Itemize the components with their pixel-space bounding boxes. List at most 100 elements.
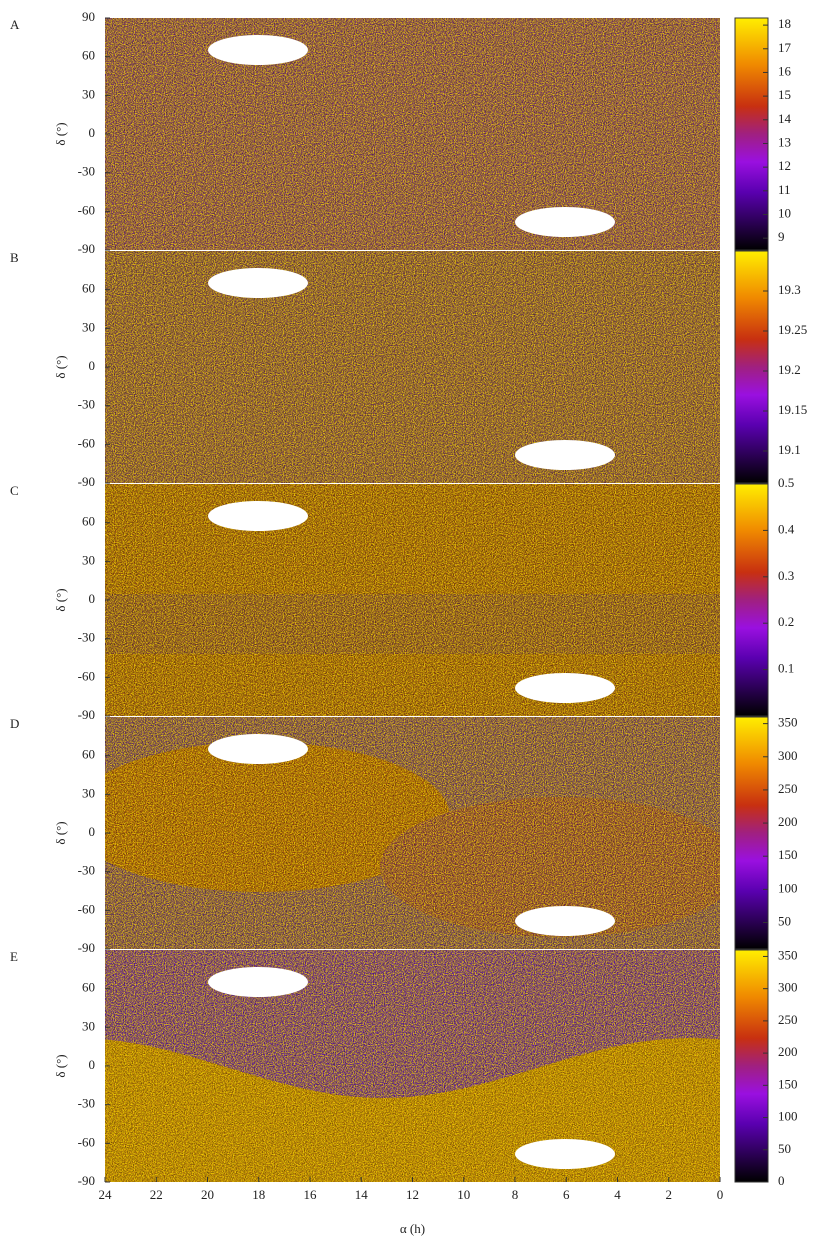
colorbar: [734, 483, 769, 717]
x-tick-label: 4: [614, 1187, 621, 1202]
x-tick-label: 18: [252, 1187, 265, 1202]
y-tick-label: 30: [82, 552, 95, 567]
colorbar-tick-label: 0.5: [778, 475, 794, 490]
x-tick-label: 14: [355, 1187, 369, 1202]
y-tick-label: 0: [89, 824, 96, 839]
y-tick-label: -60: [78, 435, 95, 450]
y-tick-label: -60: [78, 668, 95, 683]
y-tick-label: 60: [82, 48, 95, 63]
masked-region: [515, 1139, 615, 1169]
colorbar-tick-label: 13: [778, 134, 791, 149]
y-tick-label: 60: [82, 980, 95, 995]
colorbar-tick-label: 10: [778, 205, 791, 220]
y-tick-label: -60: [78, 901, 95, 916]
y-tick-label: -30: [78, 863, 95, 878]
speckle-bright: [105, 717, 720, 949]
y-axis-label: δ (°): [53, 821, 68, 844]
colorbar-tick-label: 0.2: [778, 614, 794, 629]
masked-region: [208, 501, 308, 531]
y-tick-label: -30: [78, 1096, 95, 1111]
y-tick-label: 0: [89, 125, 96, 140]
x-tick-label: 12: [406, 1187, 419, 1202]
y-tick-label: 60: [82, 747, 95, 762]
colorbar-tick-label: 12: [778, 158, 791, 173]
x-tick-label: 16: [304, 1187, 318, 1202]
colorbar-tick-label: 100: [778, 880, 798, 895]
plot-area: [105, 484, 720, 716]
colorbar-tick-label: 9: [778, 229, 785, 244]
y-tick-label: -60: [78, 202, 95, 217]
y-tick-label: -90: [78, 707, 95, 722]
colorbar: [734, 17, 769, 251]
colorbar-tick-label: 19.25: [778, 322, 807, 337]
y-tick-label: -30: [78, 397, 95, 412]
y-tick-label: 0: [89, 358, 96, 373]
colorbar-tick-label: 19.15: [778, 402, 807, 417]
masked-region: [208, 734, 308, 764]
colorbar: [734, 949, 769, 1183]
speckle-bright: [105, 251, 720, 483]
colorbar-tick-label: 19.1: [778, 442, 801, 457]
colorbar-tick-label: 0.1: [778, 661, 794, 676]
masked-region: [515, 207, 615, 237]
y-tick-label: 90: [82, 9, 95, 24]
colorbar-tick-label: 200: [778, 814, 798, 829]
masked-region: [515, 440, 615, 470]
y-tick-label: -60: [78, 1134, 95, 1149]
y-axis-label: δ (°): [53, 588, 68, 611]
colorbar-tick-label: 350: [778, 947, 798, 962]
y-tick-label: 0: [89, 1057, 96, 1072]
colorbar-tick-label: 150: [778, 847, 798, 862]
colorbar: [734, 716, 769, 950]
x-tick-label: 22: [150, 1187, 163, 1202]
panel: Bδ (°) 60 30 0 -30 -60 -90 19.1 19.15 19.2 19.25 19…: [10, 250, 807, 489]
y-tick-label: 60: [82, 514, 95, 529]
colorbar-tick-label: 150: [778, 1076, 798, 1091]
plot-area: [105, 950, 720, 1182]
panel: Cδ (°) 60 30 0 -30 -60 -90 0.1 0.2 0.3 0.4 0.5: [10, 475, 795, 722]
speckle-bright: [105, 950, 720, 1182]
panel-label: D: [10, 716, 19, 731]
colorbar-tick-label: 300: [778, 748, 798, 763]
x-axis-label: α (h): [400, 1221, 425, 1236]
masked-region: [208, 268, 308, 298]
y-tick-label: 30: [82, 1018, 95, 1033]
colorbar-tick-label: 250: [778, 781, 798, 796]
y-tick-label: -90: [78, 940, 95, 955]
panel-label: C: [10, 483, 19, 498]
panel: Aδ (°) 90 60 30 0 -30 -60 -90 9 10 11 12 13 14 15 16 17 1…: [10, 9, 792, 256]
x-tick-label: 0: [717, 1187, 724, 1202]
colorbar-tick-label: 250: [778, 1012, 798, 1027]
colorbar-tick-label: 0: [778, 1173, 785, 1188]
plot-area: [105, 18, 720, 250]
y-tick-label: -90: [78, 241, 95, 256]
x-tick-label: 20: [201, 1187, 214, 1202]
y-tick-label: -30: [78, 630, 95, 645]
colorbar-tick-label: 16: [778, 63, 792, 78]
colorbar-tick-label: 15: [778, 87, 791, 102]
colorbar-tick-label: 50: [778, 913, 791, 928]
masked-region: [208, 967, 308, 997]
colorbar-tick-label: 100: [778, 1109, 798, 1124]
x-tick-label: 8: [512, 1187, 519, 1202]
x-tick-label: 10: [457, 1187, 470, 1202]
y-tick-label: -90: [78, 474, 95, 489]
x-tick-label: 24: [99, 1187, 113, 1202]
plot-area: [105, 717, 720, 949]
speckle-bright: [105, 18, 720, 250]
panel-label: E: [10, 949, 18, 964]
colorbar-tick-label: 350: [778, 715, 798, 730]
colorbar-tick-label: 19.2: [778, 362, 801, 377]
colorbar-tick-label: 11: [778, 182, 791, 197]
masked-region: [515, 673, 615, 703]
colorbar-tick-label: 14: [778, 111, 792, 126]
panel-label: A: [10, 17, 20, 32]
y-tick-label: -90: [78, 1173, 95, 1188]
y-tick-label: -30: [78, 164, 95, 179]
y-tick-label: 0: [89, 591, 96, 606]
colorbar-tick-label: 19.3: [778, 282, 801, 297]
colorbar-tick-label: 18: [778, 16, 791, 31]
speckle-bright: [105, 484, 720, 716]
